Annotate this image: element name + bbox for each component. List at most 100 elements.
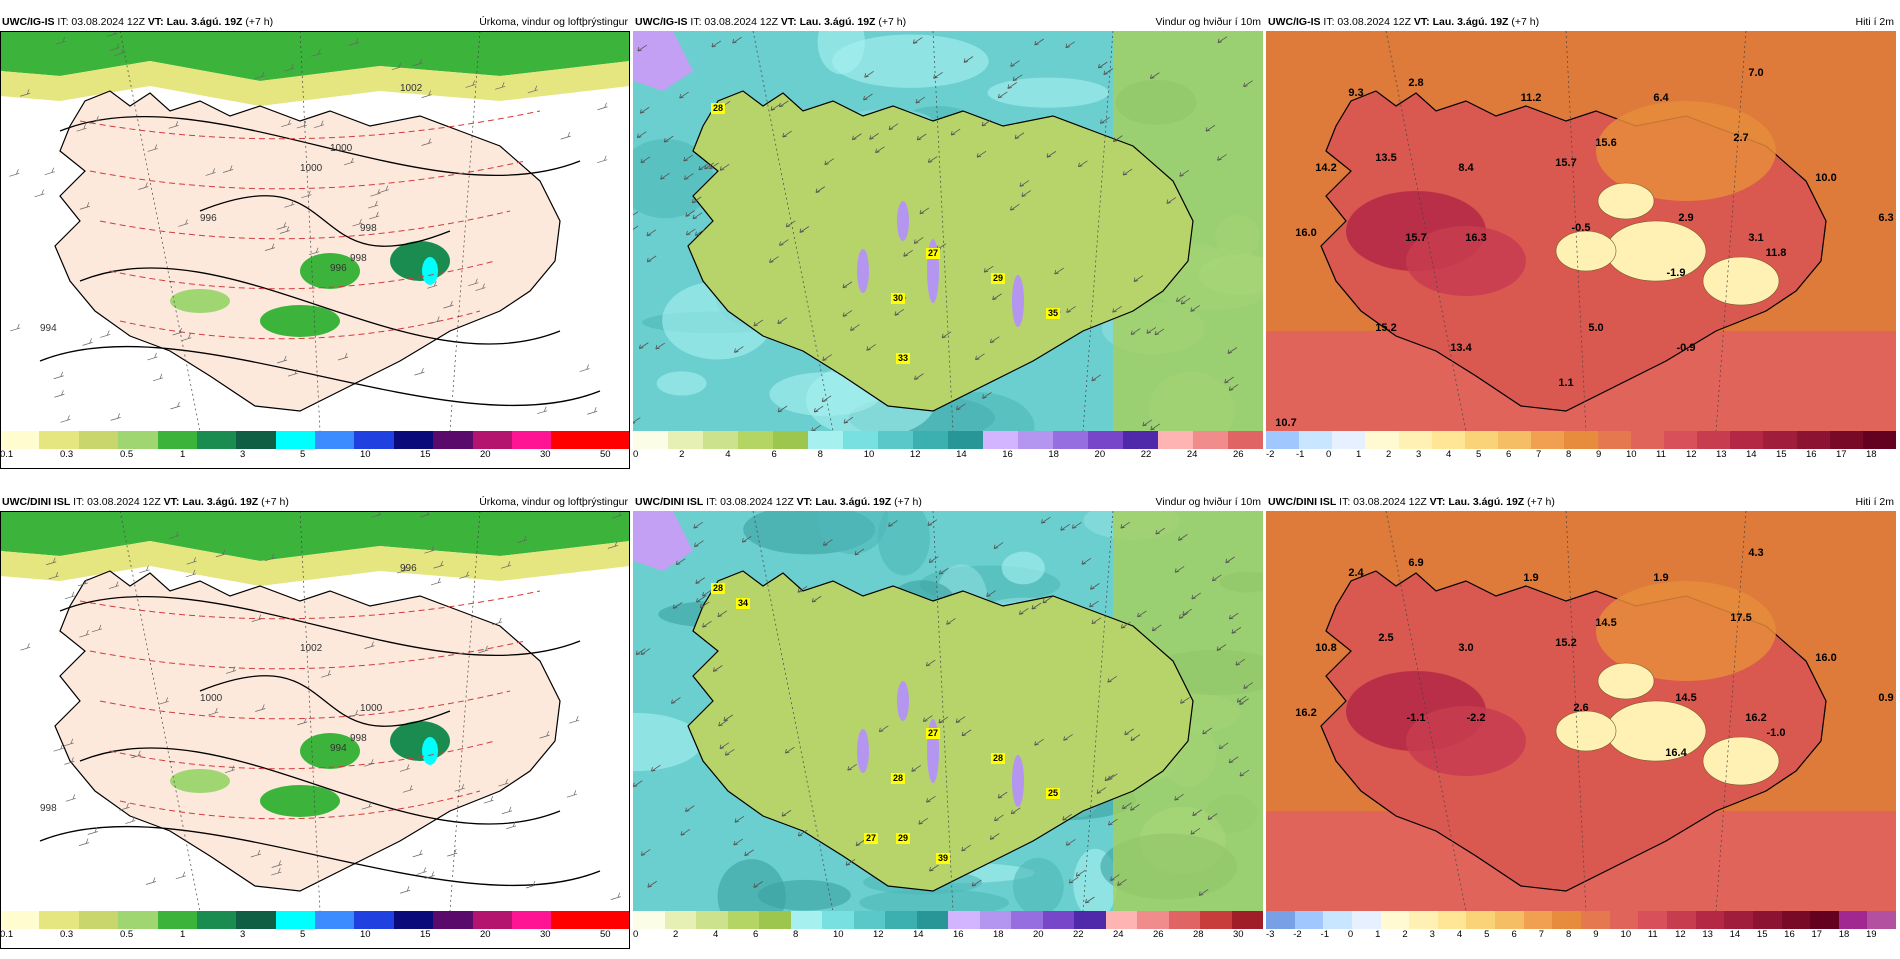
color-scale-tick: 4 <box>725 449 731 460</box>
wind-arrow <box>1218 742 1229 750</box>
temperature-label: 14.2 <box>1315 162 1336 174</box>
isobar-label: 1000 <box>200 693 223 704</box>
color-scale-tick: 6 <box>1511 929 1517 940</box>
color-scale-step <box>1168 911 1200 929</box>
color-scale-tick: 0 <box>633 929 639 940</box>
color-scale-tick: -2 <box>1266 449 1275 460</box>
gust-max-label: 27 <box>928 248 938 258</box>
color-scale-tick: 30 <box>1233 929 1244 940</box>
wind-arrow <box>1207 813 1218 821</box>
panel-header: UWC/IG-IS IT: 03.08.2024 12Z VT: Lau. 3.… <box>0 14 630 30</box>
wind-arrow <box>1224 376 1234 384</box>
color-scale-step <box>472 911 512 929</box>
wind-arrow <box>950 128 961 136</box>
color-scale-tick: 1 <box>180 449 186 460</box>
wind-arrow <box>1117 879 1127 886</box>
isobar <box>199 675 451 727</box>
precip-area <box>300 733 360 769</box>
temperature-label: 6.9 <box>1408 557 1423 569</box>
wind-barb <box>597 155 608 164</box>
wind-arrow <box>744 849 754 857</box>
temperature-label: 2.7 <box>1733 132 1748 144</box>
lead-time: (+7 h) <box>894 496 922 508</box>
wind-arrow <box>633 225 639 232</box>
color-scale-step <box>668 431 703 449</box>
wind-arrow <box>961 844 971 852</box>
wind-barb <box>433 560 444 569</box>
wind-arrow <box>903 249 913 257</box>
wind-arrow <box>847 763 857 771</box>
color-scale-step <box>878 431 913 449</box>
wind-arrow <box>797 829 808 837</box>
wind-arrow <box>1192 809 1202 817</box>
wind-arrow <box>671 697 681 704</box>
wind-arrow <box>1228 612 1239 620</box>
wind-barb <box>181 333 192 342</box>
panel-igis-wind: UWC/IG-IS IT: 03.08.2024 12Z VT: Lau. 3.… <box>633 14 1263 479</box>
wind-arrow <box>1103 68 1114 76</box>
wind-barb <box>53 371 64 380</box>
wind-arrow <box>822 354 832 361</box>
wind-barb <box>495 82 506 90</box>
wind-arrow <box>1104 774 1115 782</box>
isobar <box>199 195 451 247</box>
wind-arrow <box>1031 602 1042 610</box>
wind-barb <box>77 578 89 587</box>
color-scale-step <box>1294 911 1324 929</box>
wind-arrow <box>1130 734 1141 742</box>
color-scale-tick: 22 <box>1140 449 1152 460</box>
wind-arrow <box>854 548 865 556</box>
wind-barb <box>9 169 20 177</box>
wind-arrow <box>1190 305 1200 312</box>
wind-barb <box>370 189 381 197</box>
wind-arrow <box>845 858 856 866</box>
wind-arrow <box>637 44 648 52</box>
iceland-coastline <box>54 570 561 892</box>
wind-barb <box>225 666 237 674</box>
panel-igis-temp: UWC/IG-IS IT: 03.08.2024 12Z VT: Lau. 3.… <box>1266 14 1896 479</box>
wind-barb <box>478 645 489 654</box>
panel-dini-wind: UWC/DINI ISL IT: 03.08.2024 12Z VT: Lau.… <box>633 494 1263 959</box>
wind-barb <box>271 867 282 876</box>
color-scale-tick: 2 <box>1402 929 1408 940</box>
wind-arrow <box>1122 802 1132 810</box>
color-scale-tick: 1 <box>180 929 186 940</box>
wind-arrow <box>938 716 949 724</box>
wind-arrow <box>913 237 924 244</box>
wind-barb <box>138 182 149 190</box>
wind-arrow <box>941 331 952 339</box>
gust-max-label: 25 <box>1048 788 1058 798</box>
wind-arrow <box>636 131 647 139</box>
wind-arrow <box>1150 72 1160 80</box>
wind-barb <box>254 71 266 79</box>
wind-barb <box>421 138 432 146</box>
color-scale <box>0 911 630 929</box>
precip-area <box>170 289 230 313</box>
wind-arrow <box>992 293 1002 301</box>
wind-arrow <box>753 881 763 888</box>
wind-barb <box>348 38 359 46</box>
color-scale-step <box>1231 911 1263 929</box>
color-scale-step <box>1193 431 1228 449</box>
wind-barb <box>158 697 169 705</box>
lead-time: (+7 h) <box>878 16 907 28</box>
wind-barb <box>297 717 308 726</box>
wind-arrow <box>894 308 905 316</box>
wind-barb <box>527 85 538 94</box>
color-scale-step <box>1498 431 1532 449</box>
forecast-map: 1002 998 1000 996 998 994 1000 <box>0 511 630 911</box>
wind-barb <box>468 278 479 287</box>
gust-max-label: 28 <box>713 103 723 113</box>
color-scale-step <box>590 431 630 449</box>
wind-barb <box>48 571 59 580</box>
wind-arrow <box>989 833 1000 840</box>
color-scale-tick: 0.3 <box>60 449 74 460</box>
color-scale-tick: 24 <box>1113 929 1124 940</box>
color-scale-step <box>315 911 355 929</box>
wind-arrow <box>1010 203 1020 211</box>
color-scale-step <box>1266 431 1300 449</box>
color-scale-step <box>1796 431 1830 449</box>
color-scale-step <box>759 911 791 929</box>
wind-arrow <box>734 346 744 353</box>
gust-max-label: 30 <box>893 293 903 303</box>
